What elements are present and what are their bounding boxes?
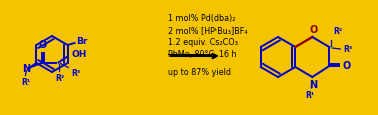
Text: 1.2 equiv. Cs₂CO₃: 1.2 equiv. Cs₂CO₃	[168, 38, 238, 47]
Text: R¹: R¹	[306, 90, 315, 99]
Text: R²: R²	[55, 74, 64, 83]
Text: O: O	[39, 40, 47, 50]
Text: R²: R²	[333, 27, 342, 36]
Text: Br: Br	[77, 37, 88, 46]
Text: OH: OH	[71, 50, 87, 59]
Text: up to 87% yield: up to 87% yield	[168, 67, 231, 76]
Text: N: N	[22, 64, 31, 74]
Text: 1 mol% Pd(dba)₂: 1 mol% Pd(dba)₂	[168, 14, 235, 23]
Text: O: O	[342, 60, 350, 70]
Text: O: O	[309, 25, 318, 35]
Text: 2 mol% [HPᵗBu₃]BF₄: 2 mol% [HPᵗBu₃]BF₄	[168, 26, 248, 35]
Text: R³: R³	[343, 45, 353, 54]
Text: R¹: R¹	[21, 78, 30, 87]
Text: PhMe, 80°C, 16 h: PhMe, 80°C, 16 h	[168, 50, 237, 59]
Text: R³: R³	[71, 69, 81, 78]
Text: N: N	[309, 79, 318, 89]
